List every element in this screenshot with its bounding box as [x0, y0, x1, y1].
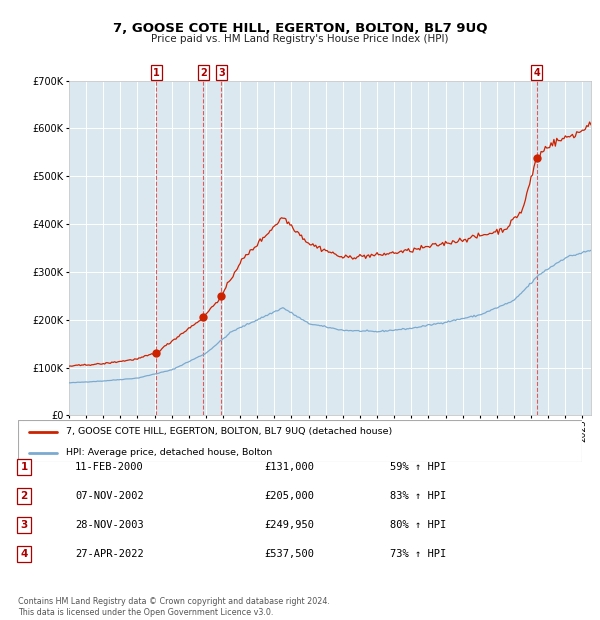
Text: 2: 2: [20, 491, 28, 501]
Text: 59% ↑ HPI: 59% ↑ HPI: [390, 462, 446, 472]
Text: 11-FEB-2000: 11-FEB-2000: [75, 462, 144, 472]
Text: 28-NOV-2003: 28-NOV-2003: [75, 520, 144, 530]
Text: Contains HM Land Registry data © Crown copyright and database right 2024.
This d: Contains HM Land Registry data © Crown c…: [18, 598, 330, 617]
Text: HPI: Average price, detached house, Bolton: HPI: Average price, detached house, Bolt…: [66, 448, 272, 458]
Text: £249,950: £249,950: [264, 520, 314, 530]
Text: 7, GOOSE COTE HILL, EGERTON, BOLTON, BL7 9UQ (detached house): 7, GOOSE COTE HILL, EGERTON, BOLTON, BL7…: [66, 428, 392, 436]
Text: 83% ↑ HPI: 83% ↑ HPI: [390, 491, 446, 501]
Text: 1: 1: [153, 68, 160, 78]
Text: 4: 4: [20, 549, 28, 559]
Text: £205,000: £205,000: [264, 491, 314, 501]
Text: 80% ↑ HPI: 80% ↑ HPI: [390, 520, 446, 530]
Text: £131,000: £131,000: [264, 462, 314, 472]
Text: 4: 4: [533, 68, 540, 78]
Text: 7, GOOSE COTE HILL, EGERTON, BOLTON, BL7 9UQ: 7, GOOSE COTE HILL, EGERTON, BOLTON, BL7…: [113, 22, 487, 35]
Text: £537,500: £537,500: [264, 549, 314, 559]
Text: 1: 1: [20, 462, 28, 472]
Text: Price paid vs. HM Land Registry's House Price Index (HPI): Price paid vs. HM Land Registry's House …: [151, 34, 449, 44]
Text: 3: 3: [218, 68, 225, 78]
Text: 3: 3: [20, 520, 28, 530]
Text: 07-NOV-2002: 07-NOV-2002: [75, 491, 144, 501]
Text: 27-APR-2022: 27-APR-2022: [75, 549, 144, 559]
Text: 2: 2: [200, 68, 207, 78]
Text: 73% ↑ HPI: 73% ↑ HPI: [390, 549, 446, 559]
